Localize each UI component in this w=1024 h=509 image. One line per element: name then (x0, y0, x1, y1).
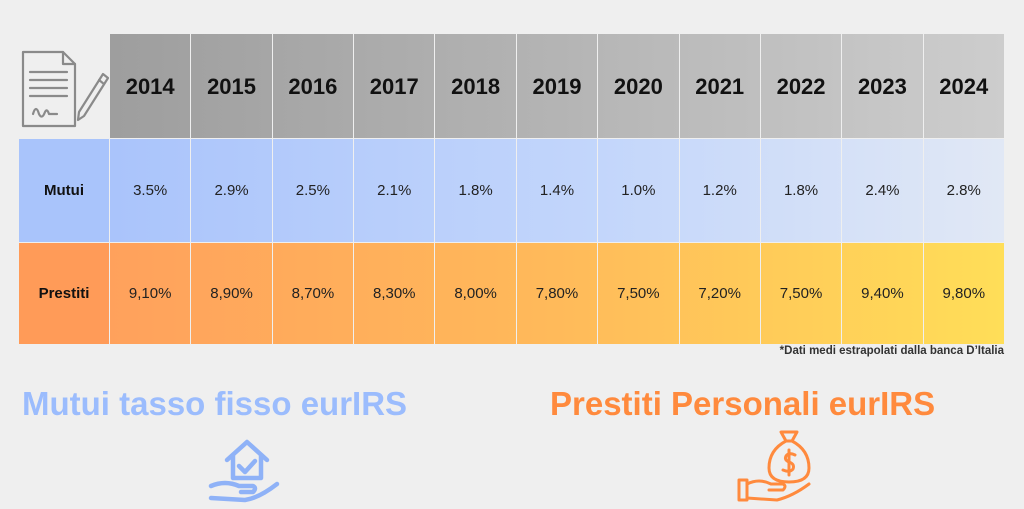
divider (109, 138, 110, 344)
mutui-value-cell: 3.5% (133, 182, 168, 199)
mutui-value-cell: 2.9% (190, 139, 271, 242)
mutui-row: 3.5% 2.9% 2.5% 2.1% 1.8% 1.4% 1.0% 1.2% 1.8% 2.4%… (110, 139, 1004, 242)
divider (19, 138, 1004, 139)
mutui-title: Mutui tasso fisso eurIRS (22, 385, 408, 422)
mutui-value-cell: 2.1% (353, 139, 434, 242)
prestiti-value-cell: 9,10% (128, 285, 172, 302)
year-header-cell: 2018 (434, 34, 515, 138)
mutui-value-cell: 1.0% (597, 139, 678, 242)
row-label-mutui: Mutui (19, 139, 109, 242)
year-header-cell: 2017 (353, 34, 434, 138)
prestiti-value-cell: 7,50% (759, 243, 841, 344)
mutui-row-band (110, 139, 1004, 242)
year-header-cell: 2021 (678, 34, 760, 138)
divider (19, 242, 1004, 243)
prestiti-value-cell: 9,40% (841, 243, 922, 344)
source-footnote: *Dati medi estrapolati dalla banca D’Ita… (779, 345, 1004, 357)
row-label-prestiti: Prestiti (19, 243, 109, 344)
prestiti-value-cell: 8,90% (190, 243, 271, 344)
year-header-cell: 2014 (125, 74, 175, 99)
year-header-cell: 2016 (271, 34, 353, 138)
prestiti-value-cell: 9,80% (922, 243, 1004, 344)
prestiti-value-cell: 8,70% (271, 243, 353, 344)
money-bag-in-hand-icon (735, 428, 815, 509)
mutui-value-cell: 1.2% (678, 139, 760, 242)
prestiti-row: 9,10% 8,90% 8,70% 8,30% 8,00% 7,80% 7,50% 7,20%… (110, 243, 1004, 344)
mutui-value-cell: 1.4% (515, 139, 597, 242)
year-header-cell: 2023 (841, 34, 922, 138)
year-header-cell: 2022 (759, 34, 841, 138)
prestiti-value-cell: 7,80% (515, 243, 597, 344)
year-header-cell: 2019 (515, 34, 597, 138)
prestiti-value-cell: 8,00% (434, 243, 515, 344)
prestiti-value-cell: 7,20% (678, 243, 760, 344)
mutui-value-cell: 1.8% (434, 139, 515, 242)
year-header-cell: 2020 (597, 34, 678, 138)
mutui-value-cell: 2.8% (922, 139, 1004, 242)
prestiti-value-cell: 7,50% (597, 243, 678, 344)
contract-signing-icon (19, 34, 110, 138)
rates-table: Mutui Prestiti 2014 2015 2016 2017 2018 2019 2… (19, 34, 1004, 344)
prestiti-value-cell: 8,30% (353, 243, 434, 344)
year-header-cell: 2015 (190, 34, 271, 138)
year-header-cell: 2024 (922, 34, 1004, 138)
year-header-row: 2014 2015 2016 2017 2018 2019 2020 2021 2022 2023… (110, 34, 1004, 138)
header-band (110, 34, 1004, 138)
prestiti-row-band (110, 243, 1004, 344)
mutui-value-cell: 2.4% (841, 139, 922, 242)
prestiti-title: Prestiti Personali eurIRS (550, 385, 936, 422)
mutui-value-cell: 2.5% (271, 139, 353, 242)
mutui-value-cell: 1.8% (759, 139, 841, 242)
house-in-hand-icon (205, 430, 285, 509)
